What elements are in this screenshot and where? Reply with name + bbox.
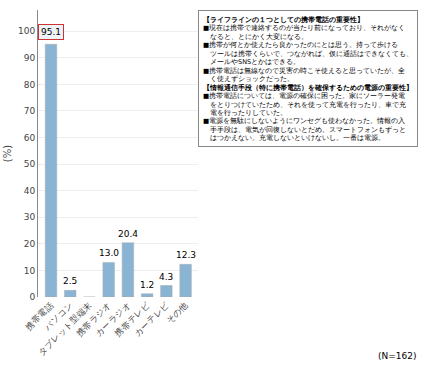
- svg-text:12.3: 12.3: [176, 250, 196, 260]
- svg-text:80: 80: [24, 80, 36, 90]
- svg-text:パソコン: パソコン: [41, 300, 74, 333]
- svg-text:10: 10: [24, 266, 36, 276]
- svg-text:(%): (%): [2, 145, 13, 162]
- svg-text:70: 70: [24, 106, 36, 116]
- svg-text:1.2: 1.2: [140, 280, 154, 290]
- svg-text:【ライフラインの１つとしての携帯電話の重要性】■現在は携帯で: 【ライフラインの１つとしての携帯電話の重要性】■現在は携帯で連絡するのが当たり前…: [203, 15, 413, 142]
- svg-text:0: 0: [29, 292, 35, 302]
- svg-text:4.3: 4.3: [159, 272, 173, 282]
- svg-text:100: 100: [18, 26, 35, 36]
- svg-text:(N=162): (N=162): [378, 351, 416, 361]
- svg-text:50: 50: [24, 159, 36, 169]
- svg-text:30: 30: [24, 212, 36, 222]
- svg-text:90: 90: [24, 53, 36, 63]
- svg-text:携帯ラジオ: 携帯ラジオ: [74, 300, 113, 339]
- svg-text:携帯テレビ: 携帯テレビ: [113, 299, 153, 339]
- svg-text:カーラジオ: カーラジオ: [93, 300, 132, 339]
- svg-text:2.5: 2.5: [63, 276, 77, 286]
- svg-text:13.0: 13.0: [99, 248, 119, 258]
- svg-text:その他: その他: [164, 300, 190, 326]
- svg-text:20: 20: [24, 239, 36, 249]
- svg-text:20.4: 20.4: [118, 229, 138, 239]
- svg-text:タブレット型端末: タブレット型端末: [36, 300, 94, 358]
- svg-text:40: 40: [24, 186, 36, 196]
- svg-text:60: 60: [24, 133, 36, 143]
- svg-text:携帯電話: 携帯電話: [23, 300, 56, 333]
- svg-text:カーテレビ: カーテレビ: [132, 299, 172, 339]
- svg-text:95.1: 95.1: [41, 27, 61, 37]
